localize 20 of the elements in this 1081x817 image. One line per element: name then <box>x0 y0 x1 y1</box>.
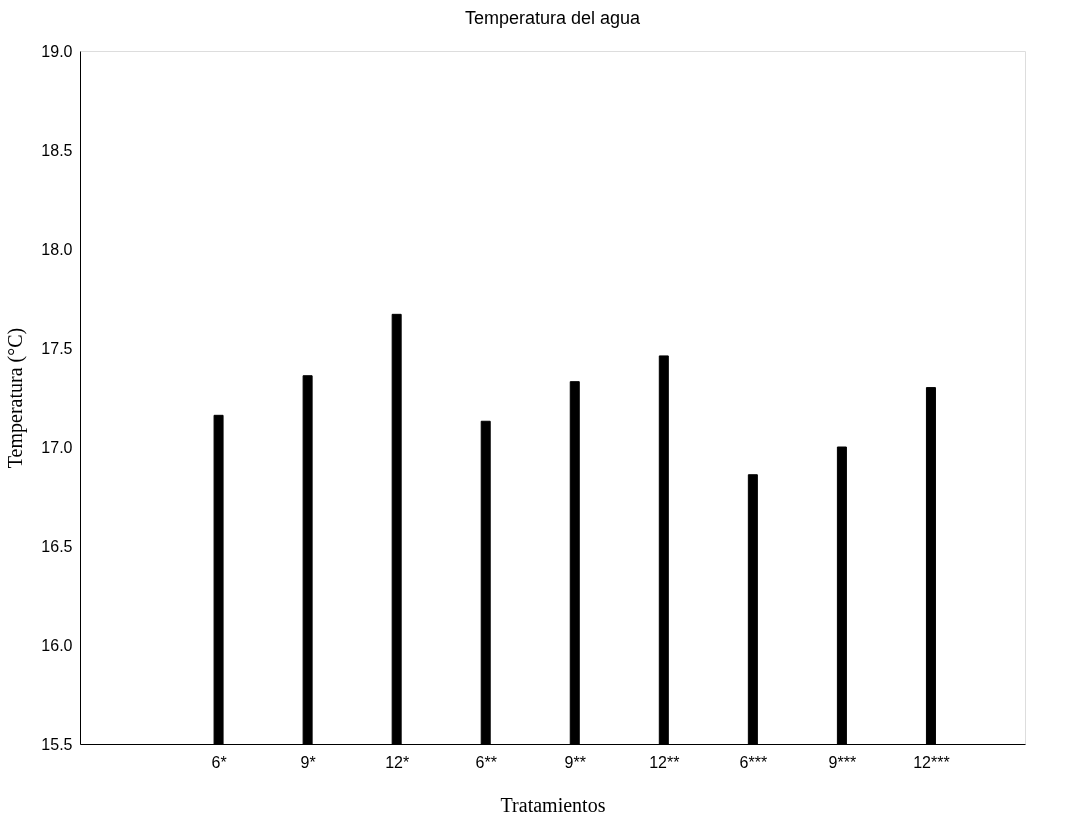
x-tick-label: 9*** <box>828 753 857 771</box>
x-axis-title: Tratamientos <box>500 793 606 816</box>
x-tick-label: 9** <box>564 753 586 771</box>
x-tick-label: 12* <box>385 753 410 771</box>
y-tick-label: 17.0 <box>41 438 73 456</box>
y-tick-label: 18.5 <box>41 141 73 159</box>
y-tick-label: 16.0 <box>41 636 73 654</box>
x-tick-label: 6* <box>211 753 227 771</box>
y-axis-title: Temperatura (°C) <box>4 327 28 469</box>
x-tick-label: 12*** <box>913 753 950 771</box>
x-tick-label: 6*** <box>739 753 768 771</box>
chart-title: Temperatura del agua <box>464 8 642 28</box>
x-tick-label: 9* <box>300 753 316 771</box>
x-tick-label: 12** <box>649 753 680 771</box>
y-tick-label: 19.0 <box>41 42 73 60</box>
y-tick-label: 16.5 <box>41 537 73 555</box>
x-tick-label: 6** <box>475 753 497 771</box>
y-tick-label: 17.5 <box>41 339 73 357</box>
y-tick-label: 15.5 <box>41 735 73 753</box>
y-tick-label: 18.0 <box>41 240 73 258</box>
